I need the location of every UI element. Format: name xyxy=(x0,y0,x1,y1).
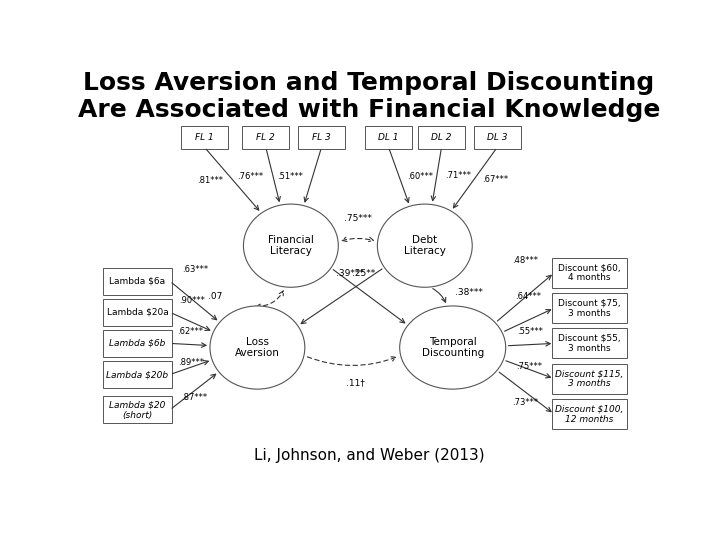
Text: FL 3: FL 3 xyxy=(312,133,331,142)
Text: Loss Aversion and Temporal Discounting: Loss Aversion and Temporal Discounting xyxy=(84,71,654,95)
Text: Discount $55,
3 months: Discount $55, 3 months xyxy=(558,334,621,353)
FancyArrowPatch shape xyxy=(333,269,405,323)
Ellipse shape xyxy=(210,306,305,389)
Text: .07: .07 xyxy=(208,292,222,301)
Text: FL 1: FL 1 xyxy=(195,133,214,142)
Text: Lambda $20b: Lambda $20b xyxy=(107,370,168,379)
FancyBboxPatch shape xyxy=(365,126,413,149)
FancyBboxPatch shape xyxy=(181,126,228,149)
Ellipse shape xyxy=(400,306,505,389)
Text: .67***: .67*** xyxy=(482,174,509,184)
Text: .76***: .76*** xyxy=(237,172,263,181)
Text: DL 1: DL 1 xyxy=(378,133,399,142)
Text: .38***: .38*** xyxy=(456,288,483,297)
FancyBboxPatch shape xyxy=(552,399,627,429)
FancyBboxPatch shape xyxy=(102,396,172,423)
FancyBboxPatch shape xyxy=(102,299,172,326)
Text: .25**: .25** xyxy=(352,269,375,278)
Text: .75***: .75*** xyxy=(344,214,372,223)
Text: Discount $60,
4 months: Discount $60, 4 months xyxy=(558,263,621,282)
FancyArrowPatch shape xyxy=(301,269,382,323)
Text: .75***: .75*** xyxy=(516,362,542,371)
FancyBboxPatch shape xyxy=(552,258,627,288)
Text: .55***: .55*** xyxy=(517,327,543,336)
FancyBboxPatch shape xyxy=(418,126,465,149)
FancyBboxPatch shape xyxy=(102,330,172,357)
FancyArrowPatch shape xyxy=(256,291,284,309)
Text: .60***: .60*** xyxy=(408,172,433,181)
Ellipse shape xyxy=(377,204,472,287)
Text: .63***: .63*** xyxy=(181,265,208,274)
FancyArrowPatch shape xyxy=(307,357,396,366)
Text: .11†: .11† xyxy=(346,379,364,387)
Text: .64***: .64*** xyxy=(515,292,541,301)
Text: .62***: .62*** xyxy=(177,327,203,336)
Text: .51***: .51*** xyxy=(276,172,302,181)
Text: Loss
Aversion: Loss Aversion xyxy=(235,337,280,359)
Text: Discount $100,
12 months: Discount $100, 12 months xyxy=(555,404,624,424)
Ellipse shape xyxy=(243,204,338,287)
Text: FL 2: FL 2 xyxy=(256,133,275,142)
Text: .90***: .90*** xyxy=(179,296,204,305)
Text: Lambda $20a: Lambda $20a xyxy=(107,308,168,316)
Text: .87***: .87*** xyxy=(181,394,207,402)
FancyBboxPatch shape xyxy=(298,126,346,149)
FancyBboxPatch shape xyxy=(102,267,172,294)
Text: Lambda $6a: Lambda $6a xyxy=(109,276,166,286)
FancyBboxPatch shape xyxy=(552,364,627,394)
FancyArrowPatch shape xyxy=(342,237,374,241)
Text: .71***: .71*** xyxy=(445,171,471,180)
Text: Discount $115,
3 months: Discount $115, 3 months xyxy=(555,369,624,388)
Text: Lambda $6b: Lambda $6b xyxy=(109,339,166,348)
FancyBboxPatch shape xyxy=(552,293,627,323)
Text: .73***: .73*** xyxy=(513,397,539,407)
Text: Lambda $20
(short): Lambda $20 (short) xyxy=(109,400,166,420)
Text: Li, Johnson, and Weber (2013): Li, Johnson, and Weber (2013) xyxy=(253,448,485,463)
Text: DL 3: DL 3 xyxy=(487,133,508,142)
Text: DL 2: DL 2 xyxy=(431,133,451,142)
Text: Temporal
Discounting: Temporal Discounting xyxy=(422,337,484,359)
FancyBboxPatch shape xyxy=(242,126,289,149)
Text: .48***: .48*** xyxy=(512,256,538,265)
Text: .81***: .81*** xyxy=(197,176,222,185)
FancyBboxPatch shape xyxy=(102,361,172,388)
Text: Financial
Literacy: Financial Literacy xyxy=(268,235,314,256)
Text: Are Associated with Financial Knowledge: Are Associated with Financial Knowledge xyxy=(78,98,660,122)
FancyBboxPatch shape xyxy=(474,126,521,149)
Text: .39***: .39*** xyxy=(336,269,364,278)
Text: Debt
Literacy: Debt Literacy xyxy=(404,235,446,256)
Text: Discount $75,
3 months: Discount $75, 3 months xyxy=(558,298,621,318)
Text: .89***: .89*** xyxy=(178,358,204,367)
FancyArrowPatch shape xyxy=(433,288,446,302)
FancyBboxPatch shape xyxy=(552,328,627,359)
